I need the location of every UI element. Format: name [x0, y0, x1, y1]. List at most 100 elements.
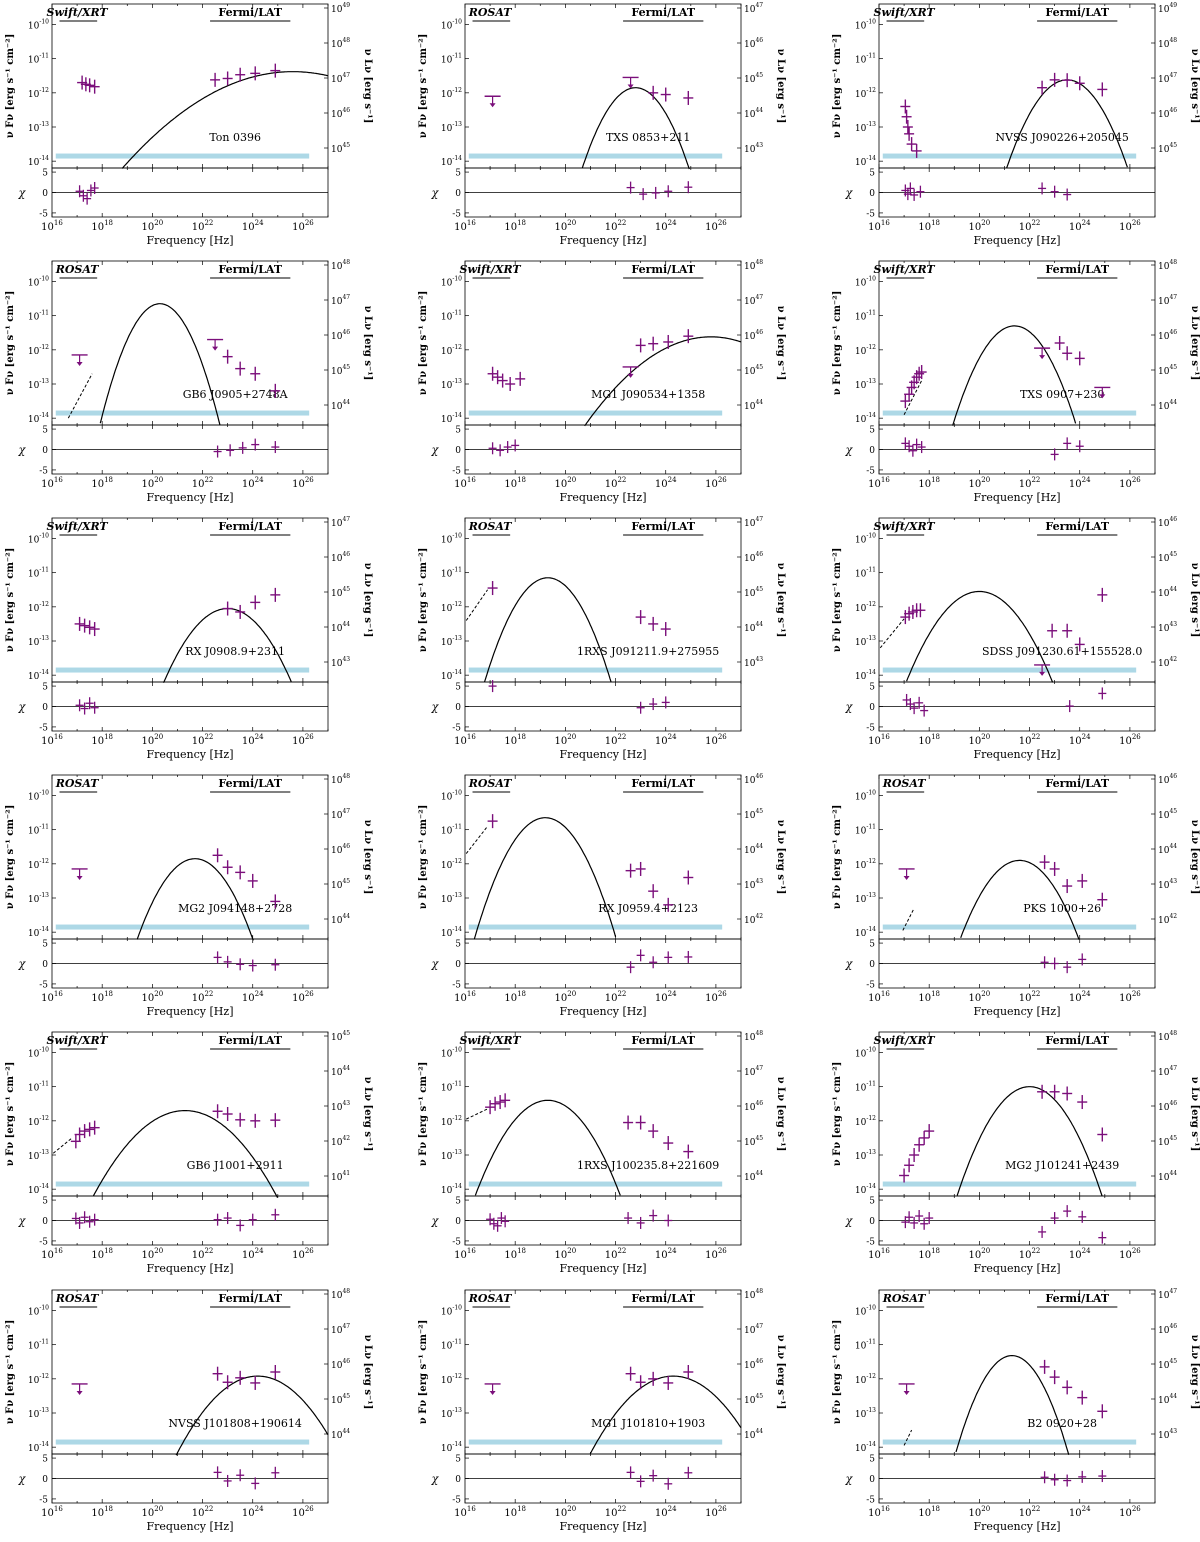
y-right-tick-label: 1045: [1158, 364, 1177, 377]
fermi-instrument-label: Fermi/LAT: [631, 6, 696, 19]
y-right-tick-label: 1048: [331, 1288, 350, 1301]
sed-panel-svg: 1016 1018 1020 1022 1024 1026 10-14 10-13 10-12 1…: [832, 259, 1200, 504]
y-tick-label: 10-10: [855, 533, 876, 546]
y-tick-label: 10-12: [28, 87, 49, 100]
y-tick-label: 10-13: [855, 892, 876, 905]
x-axis-label: Frequency [Hz]: [147, 1262, 234, 1275]
main-plot-frame: [878, 1289, 1156, 1455]
y-right-tick-label: 1046: [1158, 773, 1177, 786]
x-tick-label: 1022: [192, 733, 214, 747]
res-tick-label: 0: [42, 189, 48, 199]
fermi-instrument-label: Fermi/LAT: [631, 777, 696, 790]
x-tick-label: 1026: [292, 990, 314, 1004]
y-right-tick-label: 1048: [744, 1030, 763, 1043]
y-right-tick-label: 1044: [1158, 586, 1177, 599]
x-tick-label: 1016: [454, 1505, 476, 1519]
x-tick-label: 1024: [1069, 1505, 1091, 1519]
x-tick-label: 1022: [192, 1247, 214, 1261]
model-curve: [952, 325, 1077, 426]
upper-limit-arrow: [76, 361, 83, 366]
xray-instrument-label: Swift/XRT: [874, 1034, 936, 1047]
x-tick-label: 1018: [91, 733, 113, 747]
res-tick-label: 0: [42, 446, 48, 456]
y-right-tick-label: 1048: [744, 1288, 763, 1301]
y-right-tick-label: 1044: [1158, 843, 1177, 856]
sed-panel: 1016 1018 1020 1022 1024 1026 10-14 10-13 10-12 1…: [827, 1028, 1200, 1283]
sensitivity-band: [55, 410, 310, 416]
x-tick-label: 1020: [555, 1247, 577, 1261]
res-tick-label: -5: [39, 1495, 48, 1505]
x-tick-label: 1016: [868, 990, 890, 1004]
y-right-tick-label: 1049: [331, 2, 350, 15]
x-axis-label: Frequency [Hz]: [974, 491, 1061, 504]
y-axis-label-right: ν Lν [erg s⁻¹]: [362, 1077, 373, 1152]
x-tick-label: 1020: [142, 990, 164, 1004]
y-tick-label: 10-14: [855, 926, 876, 939]
source-name: GB6 J1001+2911: [187, 1159, 284, 1172]
residual-axis-label: χ: [18, 701, 27, 714]
source-name: NVSS J101808+190614: [168, 1417, 302, 1430]
y-tick-label: 10-12: [855, 87, 876, 100]
y-tick-label: 10-10: [28, 1047, 49, 1060]
x-tick-label: 1026: [292, 476, 314, 490]
xray-instrument-label: ROSAT: [55, 263, 100, 276]
res-tick-label: -5: [452, 209, 461, 219]
fermi-instrument-label: Fermi/LAT: [631, 263, 696, 276]
x-tick-label: 1024: [242, 990, 264, 1004]
y-tick-label: 10-11: [855, 53, 876, 66]
y-tick-label: 10-11: [28, 310, 49, 323]
res-tick-label: 5: [869, 1455, 875, 1465]
res-tick-label: -5: [452, 1237, 461, 1247]
x-tick-label: 1022: [1019, 1247, 1041, 1261]
res-tick-label: -5: [452, 1495, 461, 1505]
y-tick-label: 10-10: [855, 19, 876, 32]
y-right-tick-label: 1048: [744, 259, 763, 272]
upper-limit-arrow: [212, 346, 219, 351]
y-tick-label: 10-12: [28, 858, 49, 871]
x-tick-label: 1024: [655, 1505, 677, 1519]
source-name: MG1 J090534+1358: [591, 388, 705, 401]
y-axis-label-right: ν Lν [erg s⁻¹]: [1189, 49, 1200, 124]
res-tick-label: 5: [869, 426, 875, 436]
x-tick-label: 1024: [1069, 219, 1091, 233]
y-tick-label: 10-10: [28, 19, 49, 32]
x-tick-label: 1018: [918, 476, 940, 490]
res-tick-label: 5: [455, 1455, 461, 1465]
y-tick-label: 10-10: [441, 1305, 462, 1318]
y-right-tick-label: 1044: [744, 1428, 763, 1441]
sed-panel-svg: 1016 1018 1020 1022 1024 1026 10-14 10-13 10-12 1…: [832, 1030, 1200, 1275]
y-tick-label: 10-12: [28, 1115, 49, 1128]
y-tick-label: 10-13: [855, 635, 876, 648]
x-tick-label: 1026: [292, 219, 314, 233]
sensitivity-band: [468, 410, 723, 416]
y-axis-label-right: ν Lν [erg s⁻¹]: [362, 820, 373, 895]
y-tick-label: 10-13: [28, 635, 49, 648]
y-tick-label: 10-10: [441, 276, 462, 289]
xray-instrument-label: ROSAT: [882, 777, 927, 790]
main-plot-frame: [878, 260, 1156, 426]
y-axis-label-right: ν Lν [erg s⁻¹]: [1189, 1077, 1200, 1152]
x-tick-label: 1026: [1119, 1247, 1141, 1261]
residual-axis-label: χ: [845, 958, 854, 971]
sensitivity-band: [882, 410, 1137, 416]
y-axis-label-left: ν Fν [erg s⁻¹ cm⁻²]: [832, 805, 843, 910]
res-tick-label: 5: [42, 169, 48, 179]
x-tick-label: 1018: [918, 733, 940, 747]
y-tick-label: 10-11: [441, 1081, 462, 1094]
model-curve: [473, 817, 617, 940]
upper-limit-arrow: [903, 1390, 910, 1395]
y-tick-label: 10-11: [441, 1339, 462, 1352]
y-right-tick-label: 1048: [1158, 1030, 1177, 1043]
y-axis-label-left: ν Fν [erg s⁻¹ cm⁻²]: [832, 34, 843, 139]
fermi-instrument-label: Fermi/LAT: [218, 263, 283, 276]
y-right-tick-label: 1047: [1158, 1065, 1177, 1078]
model-extrapolation: [67, 373, 93, 419]
y-tick-label: 10-14: [28, 669, 49, 682]
sed-panel-svg: 1016 1018 1020 1022 1024 1026 10-14 10-13 10-12 1…: [832, 2, 1200, 247]
res-tick-label: -5: [866, 723, 875, 733]
res-tick-label: 0: [869, 446, 875, 456]
x-tick-label: 1022: [1019, 219, 1041, 233]
xray-instrument-label: Swift/XRT: [874, 263, 936, 276]
y-tick-label: 10-14: [28, 926, 49, 939]
y-tick-label: 10-14: [855, 155, 876, 168]
